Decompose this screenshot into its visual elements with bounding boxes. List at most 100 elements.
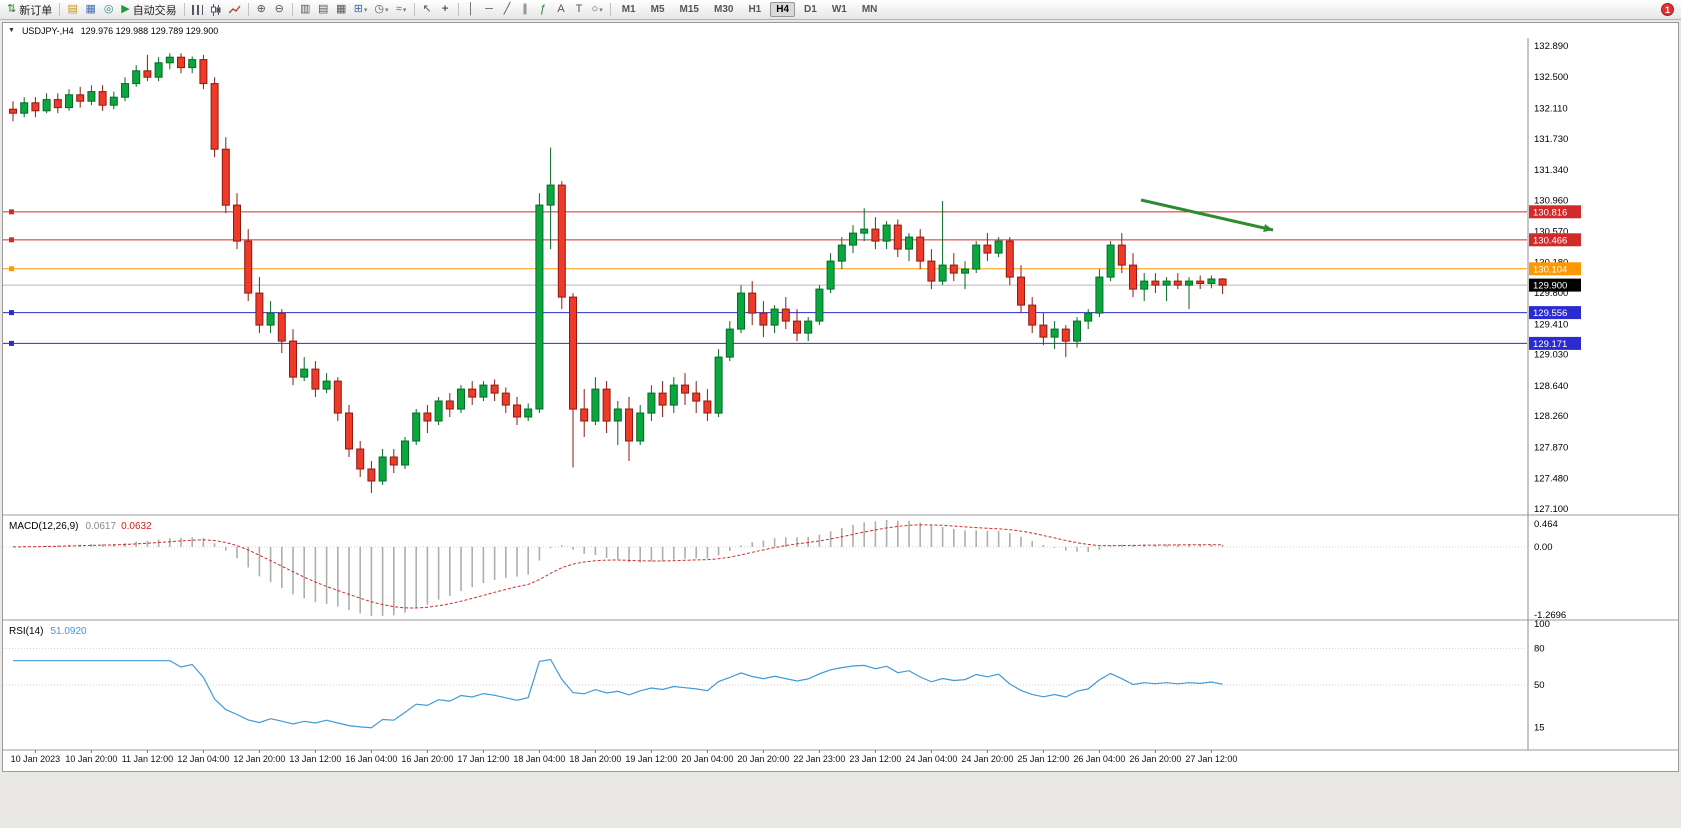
data-window-button[interactable]: ▦ xyxy=(82,1,99,18)
zoom-in-button[interactable]: ⊕ xyxy=(253,1,270,18)
rsi-scale-label: 15 xyxy=(1534,723,1545,734)
hline-price-tag-bg xyxy=(1529,262,1581,276)
hline-price-tag: 129.171 xyxy=(1533,339,1567,350)
hline-handle[interactable] xyxy=(9,209,14,215)
crosshair-button[interactable]: + xyxy=(437,1,454,18)
toolbar-separator xyxy=(457,3,459,16)
hline-price-tag: 130.816 xyxy=(1533,207,1567,218)
horizontal-line-button[interactable]: ─ xyxy=(481,1,498,18)
timeframe-m30-button[interactable]: M30 xyxy=(713,4,734,15)
indicators-button[interactable]: ≈ ▾ xyxy=(393,1,410,18)
time-axis-label: 11 Jan 12:00 xyxy=(122,754,173,764)
navigator-button[interactable]: ◎ xyxy=(100,1,117,18)
time-axis-label: 16 Jan 20:00 xyxy=(401,754,453,764)
trend-arrow[interactable] xyxy=(1140,198,1274,232)
shapes-button[interactable]: ○ ▾ xyxy=(589,1,606,18)
candles xyxy=(9,53,1227,493)
trendline-button[interactable]: ╱ xyxy=(499,1,516,18)
vertical-line-button[interactable]: │ xyxy=(463,1,480,18)
bar-chart-button[interactable] xyxy=(189,1,206,18)
candlestick-chart-button[interactable] xyxy=(207,1,225,18)
time-axis-label: 18 Jan 04:00 xyxy=(513,754,565,764)
hline-handle[interactable] xyxy=(9,237,14,243)
price-axis-label: 132.110 xyxy=(1534,103,1568,114)
chart-title: USDJPY-,H4 xyxy=(21,25,74,36)
rsi-label: RSI(14) 51.0920 xyxy=(9,626,87,637)
timeframe-h4-button[interactable]: H4 xyxy=(770,2,796,17)
price-axis-label: 129.030 xyxy=(1534,350,1568,361)
toolbar-separator xyxy=(291,3,293,16)
tile-windows-button[interactable]: ▥ xyxy=(297,1,314,18)
chart-ohlc-readout: 129.976 129.988 129.789 129.900 xyxy=(80,25,219,36)
current-price-tag: 129.900 xyxy=(1533,281,1567,292)
chevron-down-icon: ▾ xyxy=(385,6,389,14)
vertical-line-icon: │ xyxy=(467,3,475,15)
chevron-down-icon: ▾ xyxy=(402,6,407,14)
price-axis-label: 128.260 xyxy=(1534,411,1568,422)
cursor-button[interactable]: ↖ xyxy=(419,1,436,18)
timeframe-h1-button[interactable]: H1 xyxy=(748,4,762,15)
price-axis-label: 129.410 xyxy=(1534,319,1568,330)
new-chart-icon: ⊞ xyxy=(353,3,363,15)
cursor-icon: ↖ xyxy=(422,3,432,15)
macd-label: MACD(12,26,9) 0.0617 0.0632 xyxy=(9,521,152,532)
navigator-icon: ◎ xyxy=(103,3,114,15)
time-axis-label: 18 Jan 20:00 xyxy=(569,754,621,764)
profiles-button[interactable]: ▤ xyxy=(64,1,81,18)
clock-icon: ◷ xyxy=(374,3,385,15)
chart-menu-icon[interactable]: ▼ xyxy=(8,27,15,34)
timeframe-m1-button[interactable]: M1 xyxy=(621,4,636,15)
price-axis-label: 128.640 xyxy=(1534,381,1568,392)
price-axis-label: 130.570 xyxy=(1534,227,1568,238)
price-axis-label: 132.890 xyxy=(1534,41,1568,52)
timeframe-w1-button[interactable]: W1 xyxy=(831,4,847,15)
timeframe-d1-button[interactable]: D1 xyxy=(804,4,817,15)
chart-canvas[interactable]: 132.890 132.500 132.110 131.730 131.340 130.9… xyxy=(3,38,1678,771)
chart-body: 132.890 132.500 132.110 131.730 131.340 130.9… xyxy=(3,38,1678,771)
toolbar-separator xyxy=(609,3,611,16)
arrange-windows-button[interactable]: ▦ xyxy=(333,1,350,18)
hline-price-tag: 130.466 xyxy=(1533,235,1567,246)
hline-handle[interactable] xyxy=(9,340,14,346)
text-label-button[interactable]: T xyxy=(571,1,588,18)
notification-badge[interactable]: 1 xyxy=(1661,3,1674,16)
time-axis-label: 12 Jan 04:00 xyxy=(177,754,229,764)
text-icon: A xyxy=(557,3,565,15)
hline-handle[interactable] xyxy=(9,310,14,316)
toolbar-separator xyxy=(183,3,185,16)
main-toolbar: ⇅ 新订单 ▤ ▦ ◎ ▶ 自动交易 ⊕ ⊖ ▥ ▤ ▦ ⊞ ▾ ◷ ▾ ≈ ▾ ↖ … xyxy=(0,0,1681,20)
new-order-label: 新订单 xyxy=(19,4,53,17)
hline-handle[interactable] xyxy=(9,266,14,272)
zoom-out-button[interactable]: ⊖ xyxy=(271,1,288,18)
time-axis-label: 10 Jan 20:00 xyxy=(65,754,117,764)
new-order-button[interactable]: ⇅ 新订单 xyxy=(4,1,55,18)
time-axis-label: 13 Jan 12:00 xyxy=(289,754,341,764)
price-axis-label: 131.730 xyxy=(1534,134,1568,145)
autotrading-label: 自动交易 xyxy=(132,4,177,17)
timeframe-mn-button[interactable]: MN xyxy=(861,4,878,15)
new-chart-button[interactable]: ⊞ ▾ xyxy=(351,1,371,18)
price-axis-label: 127.870 xyxy=(1534,442,1568,453)
line-chart-button[interactable] xyxy=(226,1,244,18)
time-axis-label: 22 Jan 23:00 xyxy=(793,754,845,764)
fibonacci-button[interactable]: ƒ xyxy=(535,1,552,18)
timeframe-m15-button[interactable]: M15 xyxy=(679,4,699,15)
cascade-windows-icon: ▤ xyxy=(317,3,329,15)
channel-button[interactable]: ∥ xyxy=(517,1,534,18)
candlestick-icon xyxy=(210,3,221,16)
autotrading-button[interactable]: ▶ 自动交易 xyxy=(118,1,179,18)
hline-price-tag-bg xyxy=(1529,205,1581,219)
rsi-line xyxy=(13,658,1223,729)
cascade-windows-button[interactable]: ▤ xyxy=(315,1,332,18)
tile-windows-icon: ▥ xyxy=(299,3,311,15)
periods-button[interactable]: ◷ ▾ xyxy=(371,1,391,18)
line-chart-icon xyxy=(228,5,241,13)
rsi-scale-label: 50 xyxy=(1534,680,1545,691)
macd-scale-top: 0.464 xyxy=(1534,519,1558,530)
arrange-windows-icon: ▦ xyxy=(335,3,347,15)
profiles-icon: ▤ xyxy=(67,3,78,15)
price-axis-label: 130.960 xyxy=(1534,195,1568,206)
toolbar-separator xyxy=(413,3,415,16)
text-button[interactable]: A xyxy=(553,1,570,18)
timeframe-m5-button[interactable]: M5 xyxy=(650,4,665,15)
